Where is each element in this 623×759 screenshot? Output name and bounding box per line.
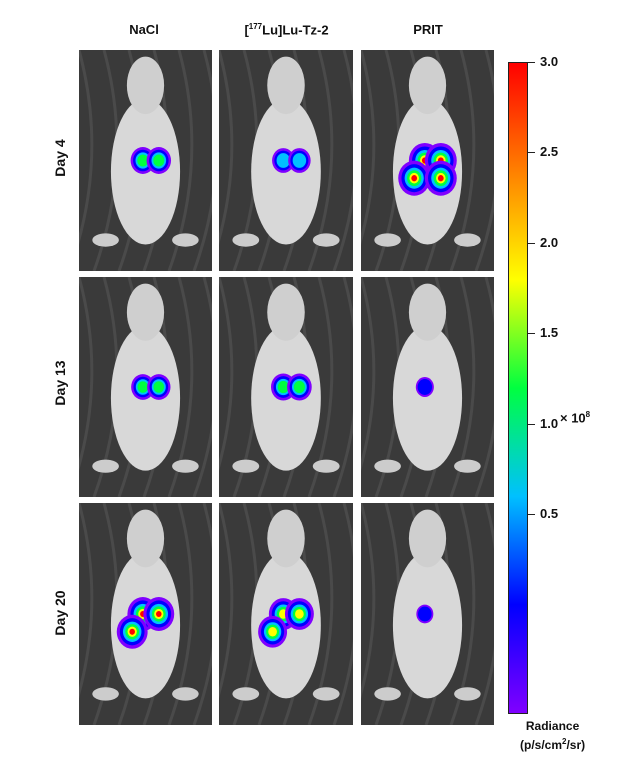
row-label-day-4: Day 4 xyxy=(52,139,68,177)
imaging-panel xyxy=(361,503,494,725)
signal-blob xyxy=(137,381,149,393)
signal-blob xyxy=(417,379,433,395)
mouse-body xyxy=(392,551,463,699)
signal-blob xyxy=(292,153,307,168)
mouse-image xyxy=(79,277,212,497)
mouse-body xyxy=(392,325,463,471)
colorbar-tick xyxy=(527,242,535,244)
colorbar-tick xyxy=(527,152,535,154)
signal-blob xyxy=(156,610,162,618)
colorbar-multiplier: × 108 xyxy=(560,410,591,426)
signal-blob xyxy=(129,628,135,635)
colorbar-tick-label: 2.5 xyxy=(540,144,559,160)
signal-blob xyxy=(293,380,305,394)
colorbar-tick-label: 1.0 xyxy=(540,415,559,431)
imaging-panel xyxy=(361,277,494,497)
signal-blob xyxy=(277,380,289,394)
signal-blob xyxy=(153,381,165,393)
signal-blob xyxy=(411,175,418,182)
imaging-panel xyxy=(361,50,494,271)
colorbar-tick-label: 3.0 xyxy=(540,54,559,69)
signal-blob xyxy=(137,154,149,167)
column-title-prit: PRIT xyxy=(413,22,443,37)
column-title-nacl: NaCl xyxy=(129,22,159,37)
colorbar-tick xyxy=(527,423,535,425)
mouse-image xyxy=(79,503,212,725)
colorbar-label: Radiance (p/s/cm2/sr) xyxy=(520,719,586,752)
colorbar-tick-label: 0.5 xyxy=(540,506,559,522)
signal-blob xyxy=(437,175,444,182)
row-label-day-13: Day 13 xyxy=(52,360,68,406)
radiance-colorbar xyxy=(508,62,528,714)
signal-blob xyxy=(268,626,277,637)
imaging-panel xyxy=(219,503,353,725)
imaging-panel xyxy=(79,503,212,725)
signal-blob xyxy=(153,154,165,167)
mouse-image xyxy=(219,277,353,497)
imaging-panel xyxy=(79,277,212,497)
mouse-image xyxy=(219,503,353,725)
mouse-image xyxy=(79,50,212,271)
imaging-panel xyxy=(219,50,353,271)
column-title-lu-tz-2: [177Lu]Lu-Tz-2 xyxy=(244,22,329,38)
colorbar-tick xyxy=(527,333,535,335)
colorbar-tick-label: 2.0 xyxy=(540,234,559,250)
signal-blob xyxy=(276,153,291,168)
colorbar-tick xyxy=(527,62,535,63)
signal-blob xyxy=(418,606,432,622)
mouse-image xyxy=(361,50,494,271)
mouse-image xyxy=(361,503,494,725)
mouse-image xyxy=(361,277,494,497)
row-label-day-20: Day 20 xyxy=(52,590,68,636)
signal-blob xyxy=(295,609,304,619)
imaging-panel xyxy=(79,50,212,271)
imaging-panel xyxy=(219,277,353,497)
colorbar-tick xyxy=(527,514,535,516)
mouse-image xyxy=(219,50,353,271)
colorbar-tick-label: 1.5 xyxy=(540,325,559,341)
